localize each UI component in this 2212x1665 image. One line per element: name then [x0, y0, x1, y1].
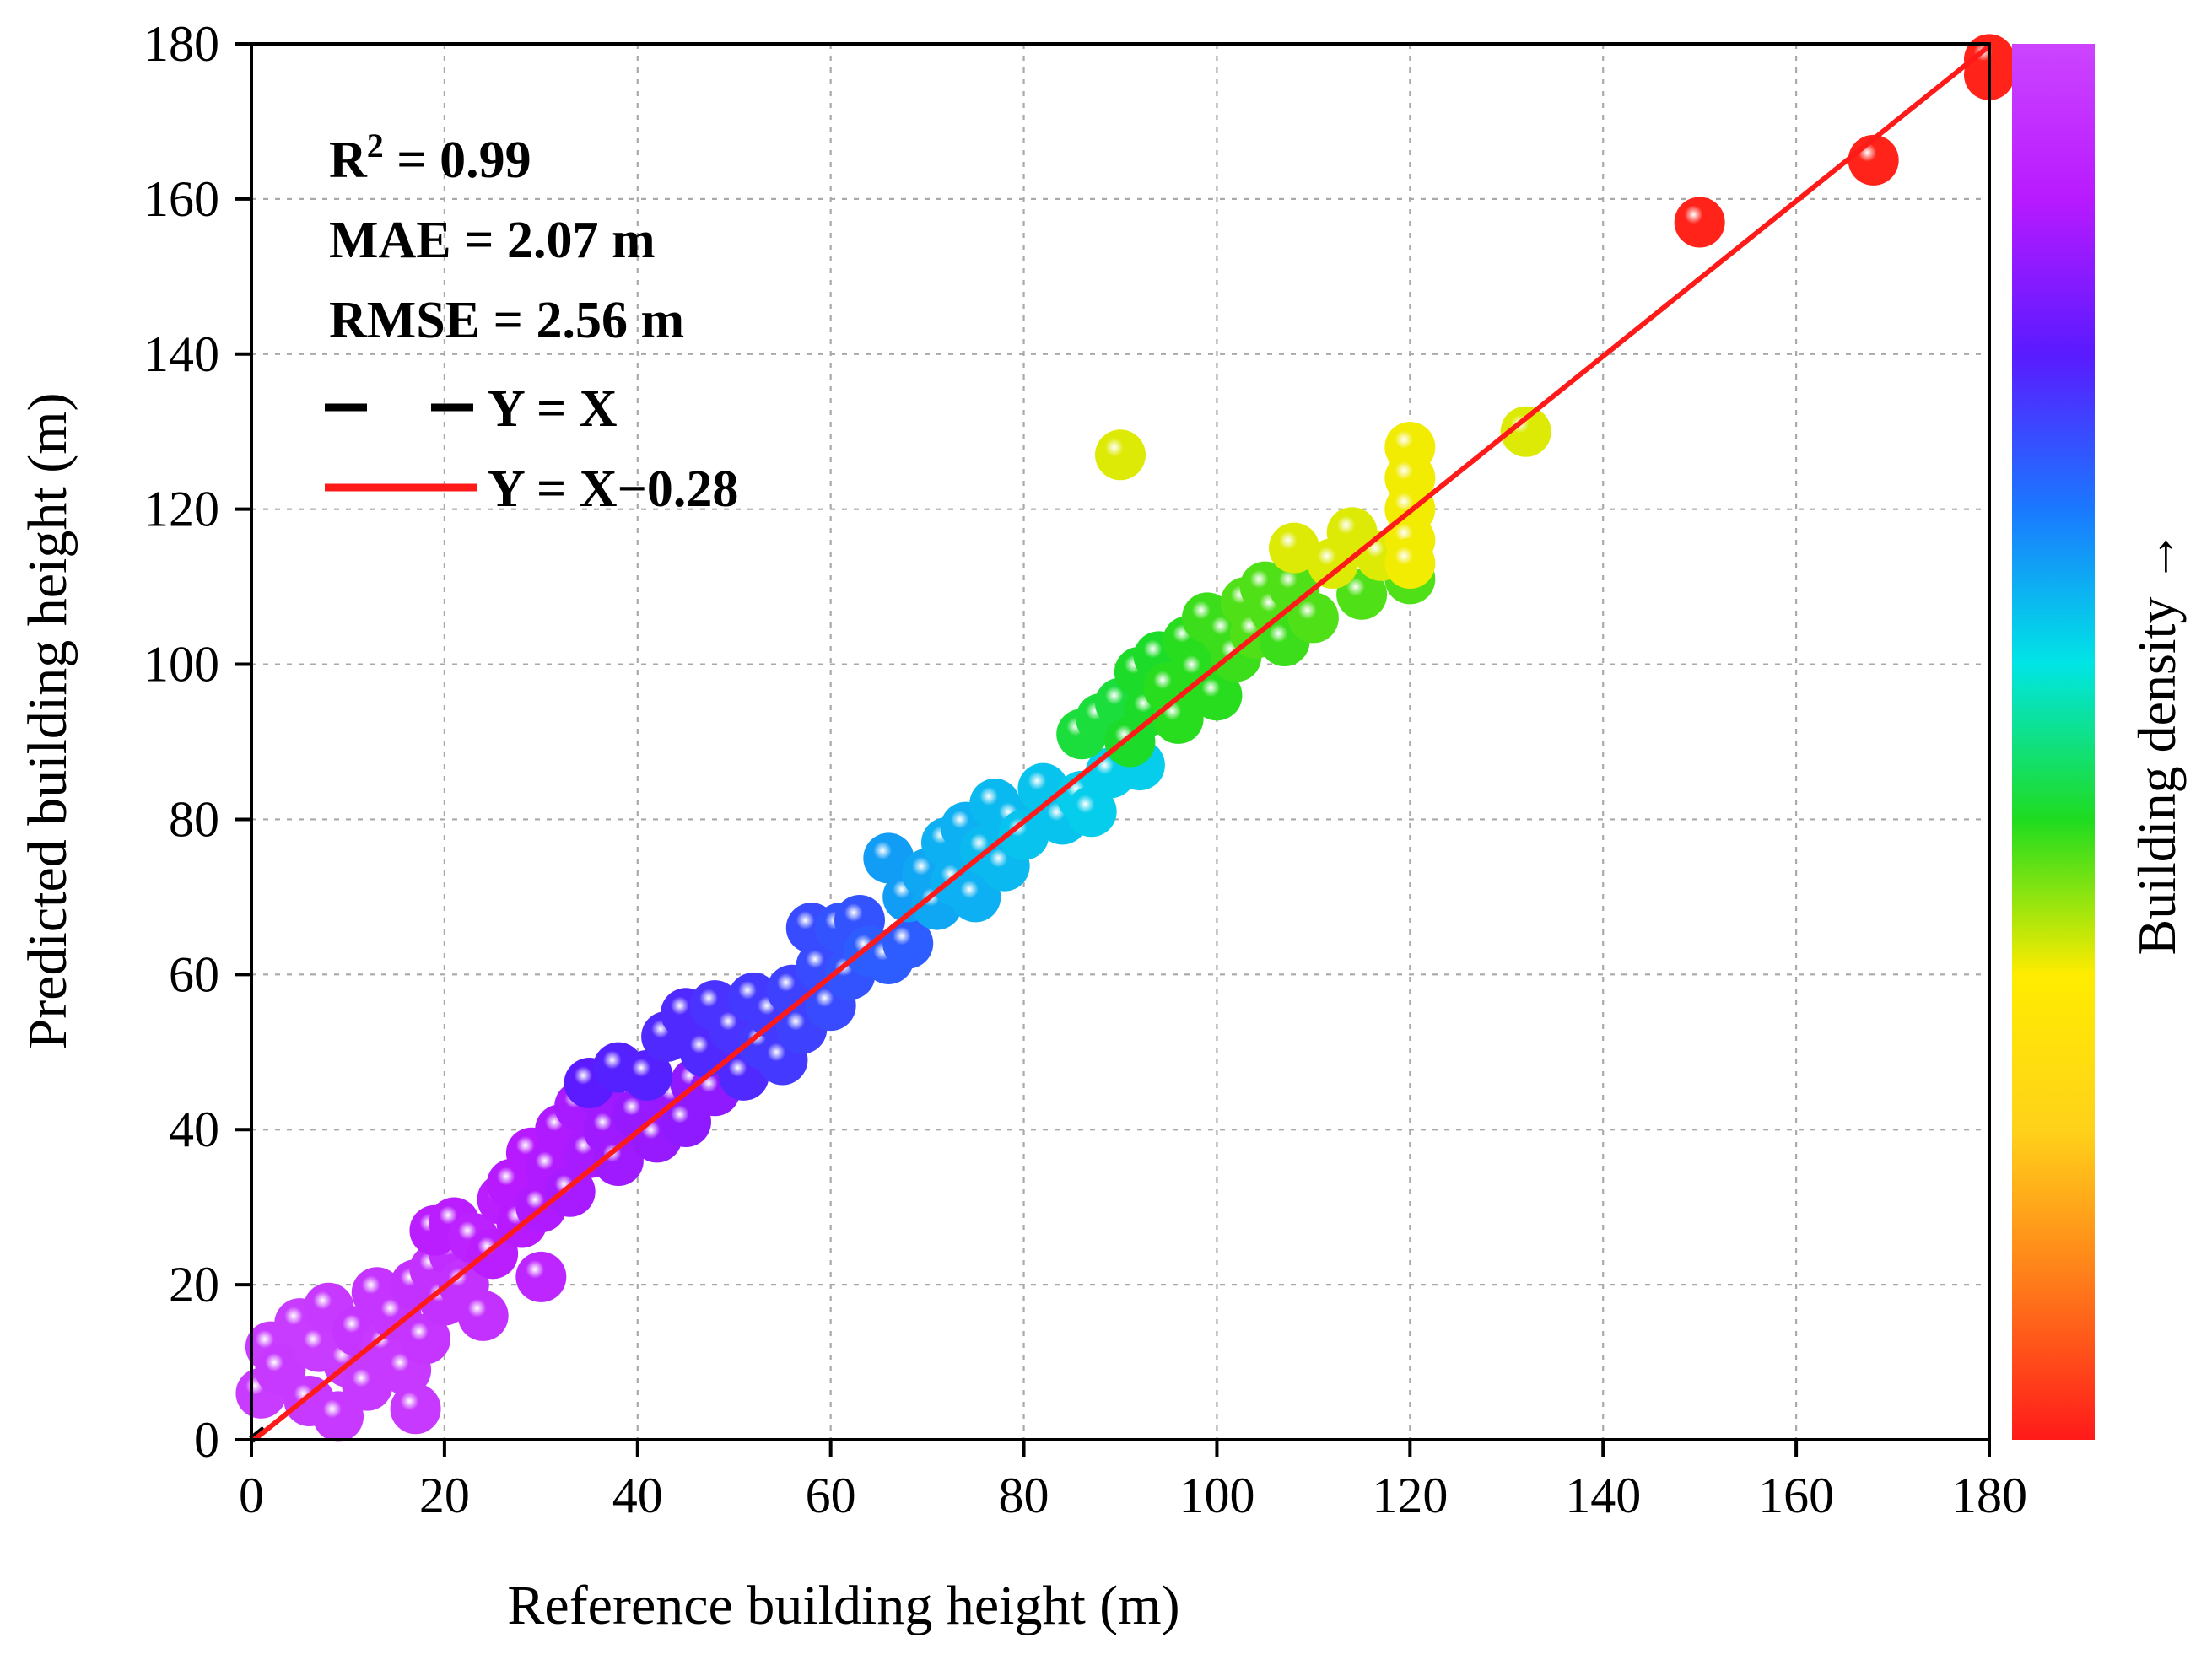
r2-stat: R2 = 0.99: [329, 127, 531, 189]
legend-label-identity: Y = X: [488, 380, 618, 438]
y-tick-label: 60: [169, 946, 219, 1002]
data-point: [1287, 592, 1339, 644]
y-tick-label: 100: [143, 637, 219, 692]
data-point: [342, 1360, 393, 1411]
x-tick-label: 0: [239, 1468, 264, 1523]
data-point: [1500, 406, 1551, 457]
y-axis-title: Predicted building height (m): [17, 392, 78, 1049]
y-tick-label: 180: [143, 16, 219, 72]
r2-value: = 0.99: [384, 132, 531, 189]
x-tick-label: 160: [1758, 1468, 1834, 1523]
grid: [251, 44, 1989, 1440]
plot-frame: [250, 42, 1991, 1441]
x-tick-label: 180: [1951, 1468, 2027, 1523]
data-point: [515, 1251, 567, 1302]
stats-annotation: R2 = 0.99 MAE = 2.07 m RMSE = 2.56 m: [329, 127, 684, 349]
data-point: [1095, 429, 1146, 481]
data-point: [390, 1383, 441, 1435]
x-tick-label: 100: [1179, 1468, 1254, 1523]
colorbar: [2012, 44, 2095, 1440]
x-tick-label: 20: [419, 1468, 470, 1523]
data-point: [998, 809, 1049, 860]
data-point: [863, 832, 914, 884]
r2-prefix: R: [329, 132, 368, 189]
data-point: [400, 1313, 450, 1365]
legend: Y = X Y = X−0.28: [325, 380, 738, 518]
y-tick-label: 120: [143, 482, 219, 537]
x-axis-title: Reference building height (m): [507, 1575, 1179, 1636]
y-tick-label: 0: [194, 1412, 219, 1468]
x-tick-label: 140: [1565, 1468, 1641, 1523]
y-tick-label: 40: [169, 1102, 219, 1157]
r2-superscript: 2: [367, 127, 384, 164]
y-tick-label: 160: [143, 171, 219, 227]
data-point: [882, 918, 934, 969]
legend-item-identity: Y = X: [325, 380, 618, 438]
y-tick-label: 140: [143, 326, 219, 382]
x-tick-label: 40: [612, 1468, 663, 1523]
axis-ticks: 0 20 40 60 80 100 120 140 160 180 0 20 40 60 80 100 120 1…: [143, 16, 2027, 1523]
data-point: [1848, 134, 1899, 186]
y-tick-label: 20: [169, 1257, 219, 1312]
mae-stat: MAE = 2.07 m: [329, 212, 656, 269]
data-point: [622, 1049, 673, 1101]
data-point: [1066, 786, 1117, 838]
fit-line: [252, 44, 1991, 1442]
data-point: [592, 1135, 644, 1186]
data-point: [1269, 522, 1319, 574]
y-tick-label: 80: [169, 791, 219, 847]
data-points: [235, 34, 2015, 1442]
x-tick-label: 80: [999, 1468, 1049, 1523]
x-tick-label: 60: [806, 1468, 856, 1523]
legend-item-fit: Y = X−0.28: [325, 461, 738, 518]
data-point: [1384, 538, 1436, 590]
data-point: [457, 1290, 509, 1341]
fit-lines: [249, 44, 1991, 1443]
rmse-stat: RMSE = 2.56 m: [329, 292, 684, 349]
x-tick-label: 120: [1372, 1468, 1448, 1523]
data-point: [1191, 670, 1243, 721]
legend-label-fit: Y = X−0.28: [488, 461, 738, 518]
data-point: [1674, 197, 1725, 248]
colorbar-label: Building density →: [2127, 530, 2187, 956]
